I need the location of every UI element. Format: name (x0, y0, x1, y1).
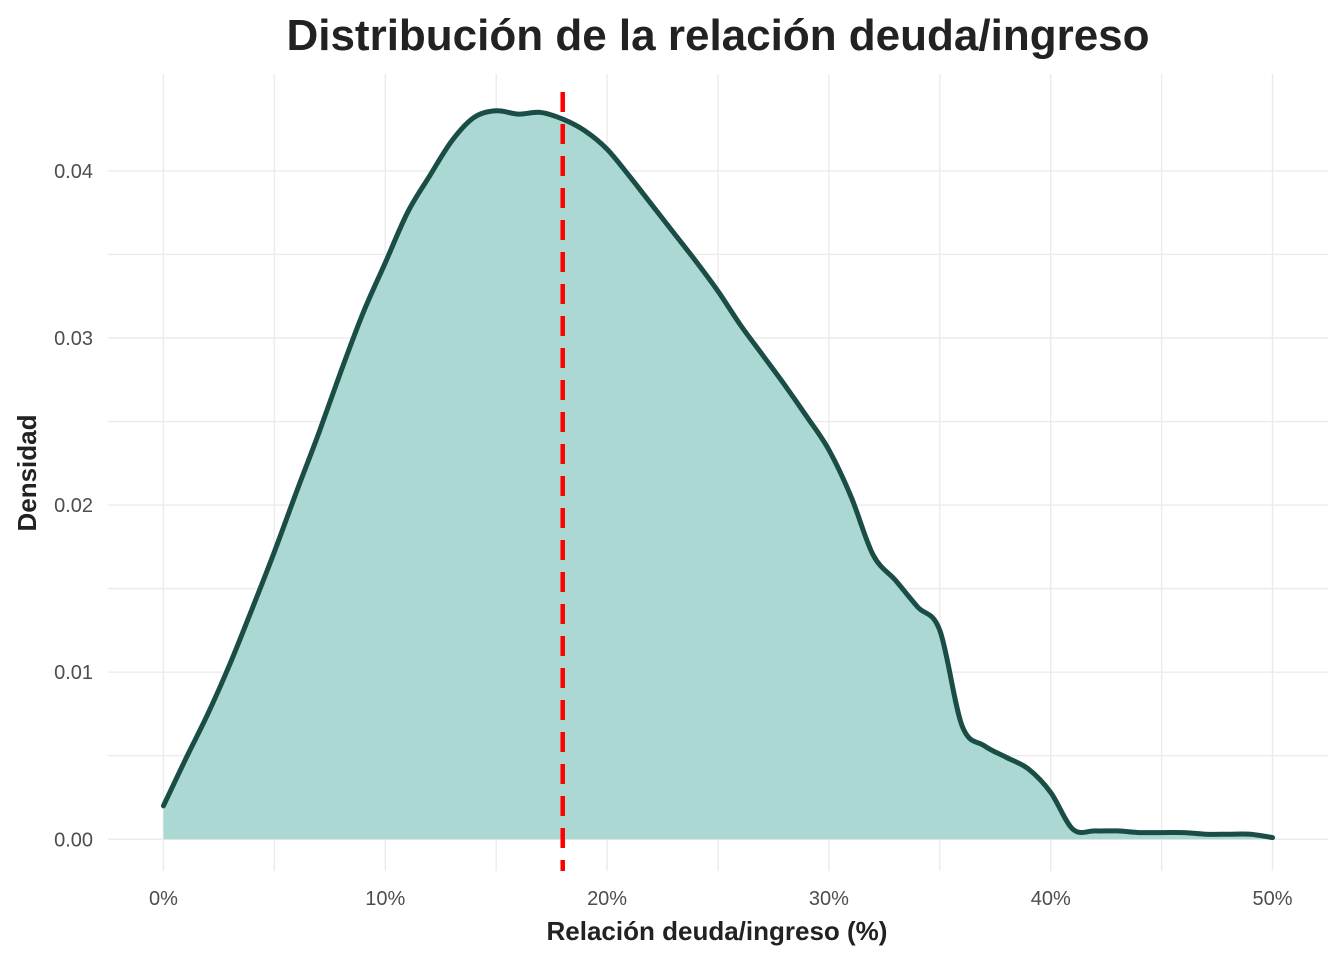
chart-title: Distribución de la relación deuda/ingres… (286, 11, 1149, 60)
density-curve (160, 108, 1276, 841)
density-area (163, 110, 1273, 840)
x-tick-label: 20% (587, 888, 627, 910)
x-axis-ticks: 0% 10% 20% 30% 40% 50% (149, 888, 1293, 910)
y-axis-ticks: 0.00 0.01 0.02 0.03 0.04 (54, 161, 93, 851)
y-tick-label: 0.02 (54, 495, 93, 517)
x-axis-title: Relación deuda/ingreso (%) (547, 916, 888, 946)
y-tick-label: 0.04 (54, 161, 93, 183)
density-area-group (160, 108, 1276, 841)
x-tick-label: 30% (809, 888, 849, 910)
x-tick-label: 0% (149, 888, 178, 910)
x-tick-label: 10% (365, 888, 405, 910)
y-tick-label: 0.03 (54, 328, 93, 350)
y-tick-label: 0.00 (54, 829, 93, 851)
y-axis-title: Densidad (12, 414, 42, 531)
x-tick-label: 40% (1031, 888, 1071, 910)
y-tick-label: 0.01 (54, 662, 93, 684)
x-tick-label: 50% (1253, 888, 1293, 910)
